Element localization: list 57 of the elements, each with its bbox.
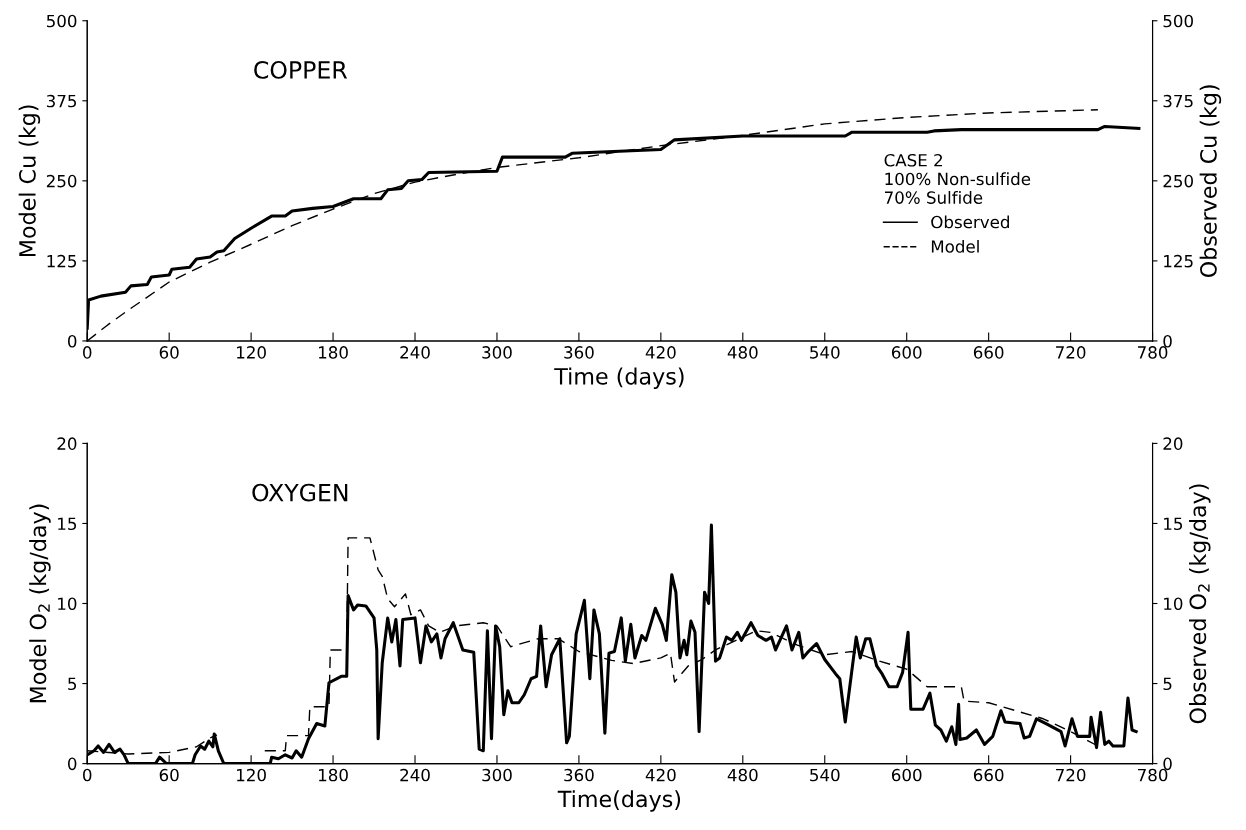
x-tick-label: 720 <box>1056 346 1086 359</box>
text: OXYGEN <box>252 483 348 502</box>
y-tick-label: 15 <box>58 517 77 531</box>
y-tick-label: 125 <box>47 254 77 268</box>
x-tick-label: 180 <box>318 346 348 359</box>
y-tick-label: 375 <box>46 94 77 108</box>
y2-tick-label: 5 <box>1163 677 1172 691</box>
x-tick-label: 480 <box>727 346 758 359</box>
x-tick-label: 240 <box>400 346 430 359</box>
x-tick-label: 600 <box>891 346 922 359</box>
legend-title: CASE 2 100% Non-sulfide 70% Sulfide <box>884 153 1031 204</box>
legend-label: Observed <box>931 215 1009 229</box>
x-tick-label: 420 <box>645 346 676 359</box>
y-tick-label: 500 <box>46 14 77 28</box>
y2-tick-label: 0 <box>1163 334 1172 348</box>
y2-tick-label: 125 <box>1164 254 1193 268</box>
x-tick-label: 300 <box>482 346 512 359</box>
y2-tick-label: 15 <box>1164 517 1183 531</box>
x-tick-label: 660 <box>973 768 1004 782</box>
x-tick-label: 300 <box>482 768 512 782</box>
x-tick-label: 120 <box>237 346 266 359</box>
x-tick-label: 540 <box>810 346 840 359</box>
x-tick-label: 360 <box>564 346 594 359</box>
x-axis-title: Time (days) <box>554 367 684 389</box>
x-tick-label: 660 <box>973 346 1004 359</box>
x-tick-label: 420 <box>645 768 676 782</box>
y-axis-title: Model Cu (kg) <box>18 105 41 257</box>
legend-label: Model <box>931 239 979 253</box>
text: COPPER <box>254 60 348 79</box>
y2-tick-label: 10 <box>1164 597 1183 611</box>
x-tick-label: 480 <box>727 768 758 782</box>
y2-axis-title: Observed Cu (kg) <box>1199 85 1222 278</box>
y2-axis-title: Observed O$_{2}$ (kg/day) <box>1189 484 1211 724</box>
x-tick-label: 120 <box>237 768 266 782</box>
y2-tick-label: 500 <box>1163 14 1193 28</box>
x-axis-title: Time(days) <box>557 790 681 812</box>
x-tick-label: 60 <box>159 346 179 359</box>
x-tick-label: 60 <box>159 768 179 782</box>
y-tick-label: 250 <box>46 174 77 188</box>
x-tick-label: 180 <box>318 768 348 782</box>
y-tick-label: 0 <box>67 334 77 348</box>
x-tick-label: 720 <box>1056 768 1086 782</box>
x-tick-label: 0 <box>83 346 92 359</box>
x-tick-label: 600 <box>891 768 922 782</box>
y2-tick-label: 20 <box>1163 437 1183 450</box>
y-tick-label: 0 <box>67 757 77 771</box>
x-tick-label: 0 <box>83 768 92 782</box>
y-axis-title: Model O$_{2}$ (kg/day) <box>29 504 51 703</box>
y-tick-label: 5 <box>68 677 77 691</box>
x-tick-label: 360 <box>564 768 594 782</box>
y2-tick-label: 375 <box>1163 94 1193 108</box>
y-tick-label: 10 <box>58 597 77 611</box>
x-tick-label: 240 <box>400 768 430 782</box>
x-tick-label: 780 <box>1138 346 1168 359</box>
y-tick-label: 20 <box>57 437 77 450</box>
y2-tick-label: 250 <box>1163 174 1193 188</box>
x-tick-label: 540 <box>810 768 840 782</box>
